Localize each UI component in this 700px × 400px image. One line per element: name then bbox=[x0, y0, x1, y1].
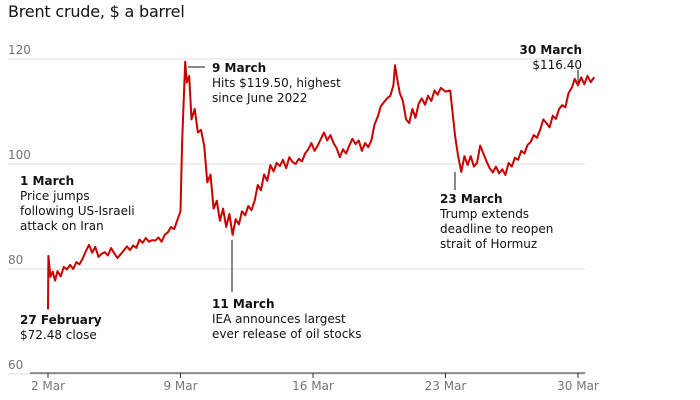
annotation-27-february: 27 February$72.48 close bbox=[20, 313, 102, 342]
y-tick-label-80: 80 bbox=[8, 253, 23, 267]
x-tick-label-9-mar: 9 Mar bbox=[163, 379, 197, 393]
x-tick-label-2-mar: 2 Mar bbox=[31, 379, 65, 393]
annotation-title-23-march: 23 March bbox=[440, 192, 503, 206]
annotation-text-9-march-2: since June 2022 bbox=[212, 91, 307, 105]
y-tick-label-100: 100 bbox=[8, 148, 31, 162]
annotation-title-1-march: 1 March bbox=[20, 174, 74, 188]
annotation-text-23-march-2: deadline to reopen bbox=[440, 222, 553, 236]
x-tick-label-16-mar: 16 Mar bbox=[292, 379, 334, 393]
annotation-title-9-march: 9 March bbox=[212, 61, 266, 75]
chart-title: Brent crude, $ a barrel bbox=[8, 2, 185, 21]
x-tick-label-23-mar: 23 Mar bbox=[425, 379, 467, 393]
annotation-text-23-march-3: strait of Hormuz bbox=[440, 237, 537, 251]
annotation-text-1-march-1: Price jumps bbox=[20, 189, 90, 203]
annotation-text-27-february-1: $72.48 close bbox=[20, 328, 97, 342]
brent-price-line bbox=[47, 60, 595, 310]
annotation-title-11-march: 11 March bbox=[212, 297, 275, 311]
annotation-title-30-march: 30 March bbox=[520, 43, 583, 57]
annotation-title-27-february: 27 February bbox=[20, 313, 102, 327]
annotation-text-11-march-1: IEA announces largest bbox=[212, 312, 346, 326]
y-tick-label-120: 120 bbox=[8, 43, 31, 57]
annotation-text-1-march-2: following US-Israeli bbox=[20, 204, 135, 218]
annotation-text-23-march-1: Trump extends bbox=[439, 207, 529, 221]
annotation-text-1-march-3: attack on Iran bbox=[20, 219, 104, 233]
annotation-30-march: 30 March$116.40 bbox=[520, 43, 583, 72]
x-tick-label-30-mar: 30 Mar bbox=[557, 379, 599, 393]
annotation-text-11-march-2: ever release of oil stocks bbox=[212, 327, 362, 341]
y-tick-label-60: 60 bbox=[8, 358, 23, 372]
annotation-text-9-march-1: Hits $119.50, highest bbox=[212, 76, 341, 90]
annotation-text-30-march-1: $116.40 bbox=[532, 58, 582, 72]
